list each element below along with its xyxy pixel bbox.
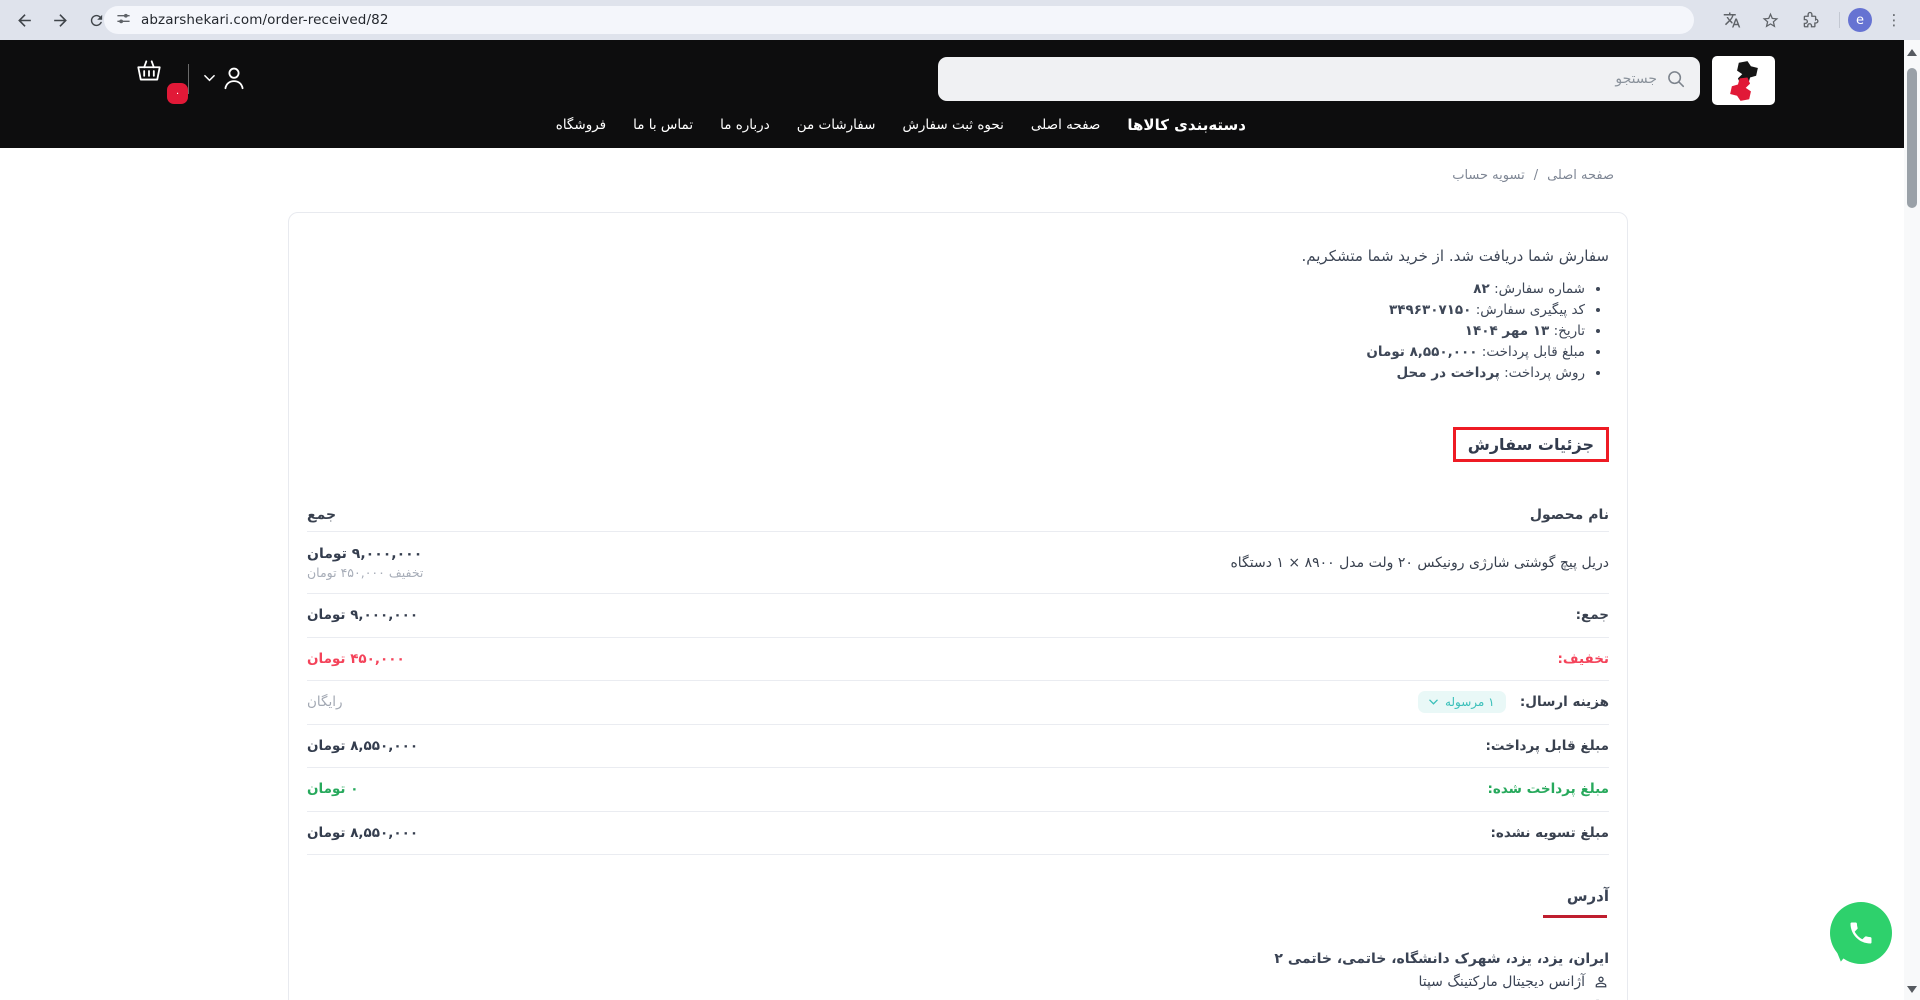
order-details-heading-row: جزئیات سفارش xyxy=(307,427,1609,462)
cart-icon xyxy=(137,60,161,81)
scroll-up-arrow-icon[interactable] xyxy=(1907,49,1917,56)
table-header-row: نام محصول جمع xyxy=(307,498,1609,532)
search-input[interactable] xyxy=(952,71,1657,87)
breadcrumb-separator: / xyxy=(1533,168,1539,183)
back-icon[interactable] xyxy=(12,8,36,32)
breadcrumb: صفحه اصلی / تسویه حساب xyxy=(1452,168,1614,183)
subtotal-row: جمع: ۹,۰۰۰,۰۰۰ تومان xyxy=(307,594,1609,638)
logo-icon xyxy=(1729,60,1758,101)
order-date-item: تاریخ: ۱۳ مهر ۱۴۰۴ xyxy=(307,321,1585,342)
search-bar xyxy=(938,57,1700,101)
address-line: ایران، یزد، یزد، شهرک دانشگاه، خاتمی، خا… xyxy=(1274,951,1609,967)
user-icon xyxy=(224,67,244,90)
refresh-icon[interactable] xyxy=(84,8,108,32)
breadcrumb-current: تسویه حساب xyxy=(1452,168,1525,183)
nav-item-my-orders[interactable]: سفارشات من xyxy=(796,117,876,133)
order-details-title: جزئیات سفارش xyxy=(1467,435,1594,454)
product-discount-note: تخفیف ۴۵۰,۰۰۰ تومان xyxy=(307,564,424,580)
product-name[interactable]: دریل پیچ گوشتی شارژی رونیکس ۲۰ ولت مدل ۸… xyxy=(1230,554,1609,571)
shipping-row: هزینه ارسال: ۱ مرسوله رایگان xyxy=(307,681,1609,725)
url-text: abzarshekari.com/order-received/82 xyxy=(141,12,389,28)
unsettled-row: مبلغ تسویه نشده: ۸,۵۵۰,۰۰۰ تومان xyxy=(307,812,1609,855)
header-divider xyxy=(188,64,189,94)
order-number-item: شماره سفارش: ۸۲ xyxy=(307,279,1585,300)
browser-toolbar: abzarshekari.com/order-received/82 e ⋮ xyxy=(0,0,1920,40)
cart-count-badge: ۰ xyxy=(167,83,188,104)
payable-amount-item: مبلغ قابل پرداخت: ۸,۵۵۰,۰۰۰ تومان xyxy=(307,342,1585,363)
toolbar-divider xyxy=(1839,12,1840,28)
tracking-code-item: کد پیگیری سفارش: ۳۴۹۶۳۰۷۱۵۰ xyxy=(307,300,1585,321)
chevron-down-icon xyxy=(1429,699,1438,706)
annotation-highlight-box: جزئیات سفارش xyxy=(1452,427,1609,462)
profile-avatar[interactable]: e xyxy=(1848,8,1872,32)
order-received-message: سفارش شما دریافت شد. از خرید شما متشکریم… xyxy=(1301,247,1610,265)
nav-item-home[interactable]: صفحه اصلی xyxy=(1030,117,1101,133)
page-scrollbar[interactable] xyxy=(1904,40,1920,1000)
shipping-label: هزینه ارسال: xyxy=(1519,694,1609,711)
order-summary-list: شماره سفارش: ۸۲ کد پیگیری سفارش: ۳۴۹۶۳۰۷… xyxy=(307,279,1609,384)
search-icon[interactable] xyxy=(1666,69,1686,89)
extensions-icon[interactable] xyxy=(1798,8,1822,32)
paid-row: مبلغ پرداخت شده: ۰ تومان xyxy=(307,768,1609,812)
whatsapp-icon xyxy=(1850,922,1872,944)
browser-menu-icon[interactable]: ⋮ xyxy=(1886,11,1902,29)
discount-row: تخفیف: ۴۵۰,۰۰۰ تومان xyxy=(307,638,1609,681)
agency-line: آژانس دیجیتال مارکتینگ سپتا xyxy=(307,974,1609,990)
product-name-header: نام محصول xyxy=(1529,506,1609,523)
nav-item-how-to-order[interactable]: نحوه ثبت سفارش xyxy=(902,117,1004,133)
address-title: آدرس xyxy=(1566,887,1609,905)
bookmark-star-icon[interactable] xyxy=(1758,8,1782,32)
nav-item-categories[interactable]: دسته‌بندی کالاها xyxy=(1127,116,1246,134)
translate-icon[interactable] xyxy=(1720,8,1744,32)
order-details-table: نام محصول جمع دریل پیچ گوشتی شارژی رونیک… xyxy=(307,498,1609,855)
chevron-down-icon xyxy=(204,74,215,82)
cart-button[interactable]: ۰ xyxy=(134,56,188,104)
payment-method-item: روش پرداخت: پرداخت در محل xyxy=(307,363,1586,384)
address-bar[interactable]: abzarshekari.com/order-received/82 xyxy=(104,6,1694,34)
total-header: جمع xyxy=(307,506,337,523)
nav-item-about-us[interactable]: درباره ما xyxy=(720,117,770,133)
nav-item-shop[interactable]: فروشگاه xyxy=(555,117,607,133)
order-card: سفارش شما دریافت شد. از خرید شما متشکریم… xyxy=(288,212,1628,1000)
site-info-icon[interactable] xyxy=(116,11,131,30)
scroll-down-arrow-icon[interactable] xyxy=(1907,986,1917,993)
product-price: ۹,۰۰۰,۰۰۰ تومان xyxy=(307,545,423,562)
scrollbar-thumb[interactable] xyxy=(1907,68,1917,208)
address-title-underline xyxy=(1543,915,1607,918)
shipment-dropdown[interactable]: ۱ مرسوله xyxy=(1417,691,1506,714)
main-navigation: دسته‌بندی کالاها صفحه اصلی نحوه ثبت سفار… xyxy=(556,108,1246,142)
account-button[interactable] xyxy=(204,60,256,96)
breadcrumb-home[interactable]: صفحه اصلی xyxy=(1547,168,1614,183)
nav-item-contact-us[interactable]: تماس با ما xyxy=(633,117,694,133)
site-logo[interactable] xyxy=(1712,56,1775,105)
person-icon xyxy=(1595,976,1607,988)
site-header: ۰ xyxy=(0,40,1904,148)
whatsapp-button[interactable] xyxy=(1830,902,1892,964)
payable-row: مبلغ قابل پرداخت: ۸,۵۵۰,۰۰۰ تومان xyxy=(307,725,1609,768)
whatsapp-bubble-tail xyxy=(1830,945,1850,964)
product-row: دریل پیچ گوشتی شارژی رونیکس ۲۰ ولت مدل ۸… xyxy=(307,532,1609,594)
product-total-cell: ۹,۰۰۰,۰۰۰ تومان تخفیف ۴۵۰,۰۰۰ تومان xyxy=(307,546,702,580)
shipment-count: ۱ مرسوله xyxy=(1444,695,1495,710)
address-block: ایران، یزد، یزد، شهرک دانشگاه، خاتمی، خا… xyxy=(307,918,1609,1000)
forward-icon[interactable] xyxy=(48,8,72,32)
